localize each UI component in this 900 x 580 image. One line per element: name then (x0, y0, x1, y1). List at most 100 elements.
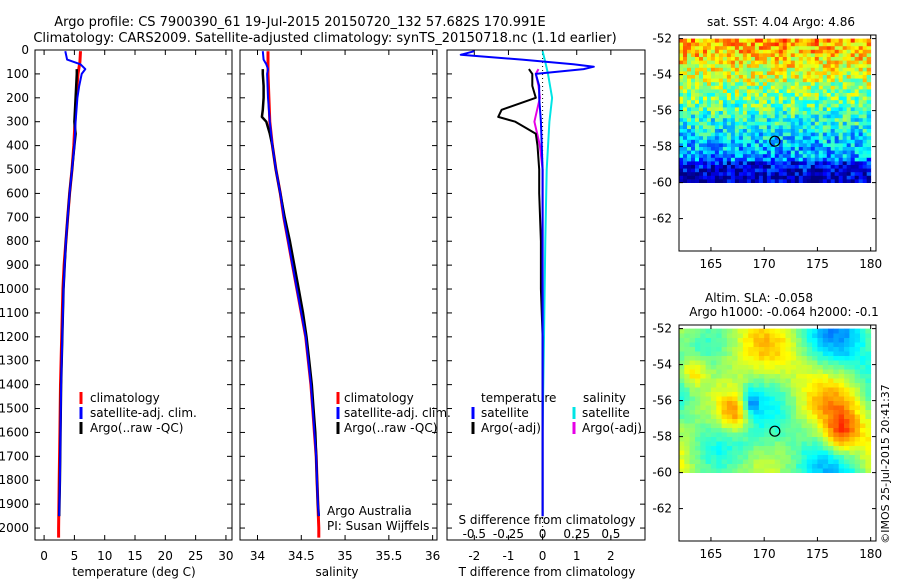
heatmap-cell (700, 333, 706, 338)
heatmap-cell (766, 63, 772, 68)
heatmap-cell (764, 337, 770, 343)
heatmap-cell (710, 53, 716, 57)
heatmap-cell (796, 387, 802, 392)
heatmap-cell (802, 107, 808, 111)
heatmap-cell (730, 128, 736, 133)
heatmap-cell (746, 63, 752, 68)
heatmap-cell (726, 143, 732, 147)
heatmap-cell (753, 333, 760, 338)
heatmap-cell (758, 423, 765, 428)
heatmap-cell (707, 125, 712, 129)
heatmap-cell (838, 157, 844, 162)
heatmap-cell (812, 333, 818, 338)
heatmap-cell (850, 85, 856, 90)
heatmap-cell (812, 418, 818, 424)
heatmap-cell (742, 468, 749, 473)
heatmap-cell (695, 418, 701, 424)
sst-map-title: sat. SST: 4.04 Argo: 4.86 (707, 15, 855, 29)
heatmap-cell (770, 89, 776, 93)
heatmap-cell (790, 164, 796, 169)
heatmap-cell (850, 135, 856, 140)
heatmap-cell (699, 128, 704, 133)
heatmap-cell (753, 373, 760, 379)
heatmap-cell (695, 110, 700, 115)
heatmap-cell (684, 441, 690, 446)
heatmap-cell (766, 71, 772, 75)
heatmap-cell (794, 157, 800, 162)
heatmap-cell (689, 441, 696, 446)
heatmap-cell (801, 346, 808, 352)
heatmap-cell (691, 38, 696, 43)
heatmap-cell (695, 355, 701, 361)
heatmap-cell (695, 89, 700, 93)
heatmap-cell (762, 161, 768, 165)
heatmap-cell (742, 328, 749, 334)
heatmap-cell (738, 89, 744, 93)
heatmap-cell (774, 342, 781, 347)
heatmap-cell (679, 143, 684, 147)
heatmap-cell (794, 161, 800, 165)
heatmap-cell (810, 74, 816, 79)
heatmap-cell (862, 67, 868, 72)
heatmap-cell (699, 107, 704, 111)
heatmap-cell (810, 132, 816, 137)
heatmap-cell (687, 56, 692, 61)
heatmap-cell (691, 164, 696, 169)
heatmap-cell (796, 369, 802, 374)
heatmap-cell (814, 67, 820, 72)
heatmap-cell (746, 128, 752, 133)
heatmap-cell (689, 337, 696, 343)
heatmap-cell (780, 463, 786, 469)
heatmap-cell (782, 96, 788, 101)
heatmap-cell (850, 81, 856, 86)
heatmap-cell (687, 135, 692, 140)
heatmap-cell (790, 49, 796, 54)
heatmap-cell (774, 114, 780, 119)
heatmap-cell (734, 56, 740, 61)
heatmap-cell (687, 38, 692, 43)
y-tick-label: 700 (6, 210, 29, 224)
heatmap-cell (850, 89, 856, 93)
heatmap-cell (802, 67, 808, 72)
heatmap-cell (812, 463, 818, 469)
heatmap-cell (846, 42, 852, 47)
heatmap-cell (762, 81, 768, 86)
heatmap-cell (822, 450, 829, 455)
heatmap-cell (699, 150, 704, 155)
heatmap-cell (833, 346, 840, 352)
heatmap-cell (718, 175, 724, 180)
heatmap-cell (822, 107, 828, 111)
heatmap-cell (854, 67, 860, 72)
heatmap-cell (834, 164, 840, 169)
heatmap-cell (691, 103, 696, 108)
heatmap-cell (721, 391, 728, 397)
heatmap-cell (849, 337, 856, 343)
heatmap-cell (700, 441, 706, 446)
heatmap-cell (806, 427, 813, 433)
heatmap-cell (714, 63, 720, 68)
heatmap-cell (810, 168, 816, 173)
heatmap-cell (722, 49, 728, 54)
heatmap-cell (838, 128, 844, 133)
heatmap-cell (828, 400, 834, 406)
heatmap-cell (758, 342, 765, 347)
heatmap-cell (780, 409, 786, 415)
heatmap-cell (822, 364, 829, 370)
heatmap-cell (818, 92, 824, 97)
heatmap-cell (710, 342, 717, 347)
heatmap-cell (710, 89, 716, 93)
heatmap-cell (862, 143, 868, 147)
heatmap-cell (849, 441, 856, 446)
heatmap-cell (734, 67, 740, 72)
heatmap-cell (769, 418, 776, 424)
heatmap-cell (842, 38, 848, 43)
heatmap-cell (814, 103, 820, 108)
heatmap-cell (683, 164, 688, 169)
heatmap-cell (753, 378, 760, 383)
heatmap-cell (716, 328, 722, 334)
heatmap-cell (822, 175, 828, 180)
heatmap-cell (790, 463, 797, 469)
heatmap-cell (810, 89, 816, 93)
heatmap-cell (778, 135, 784, 140)
heatmap-cell (684, 364, 690, 370)
